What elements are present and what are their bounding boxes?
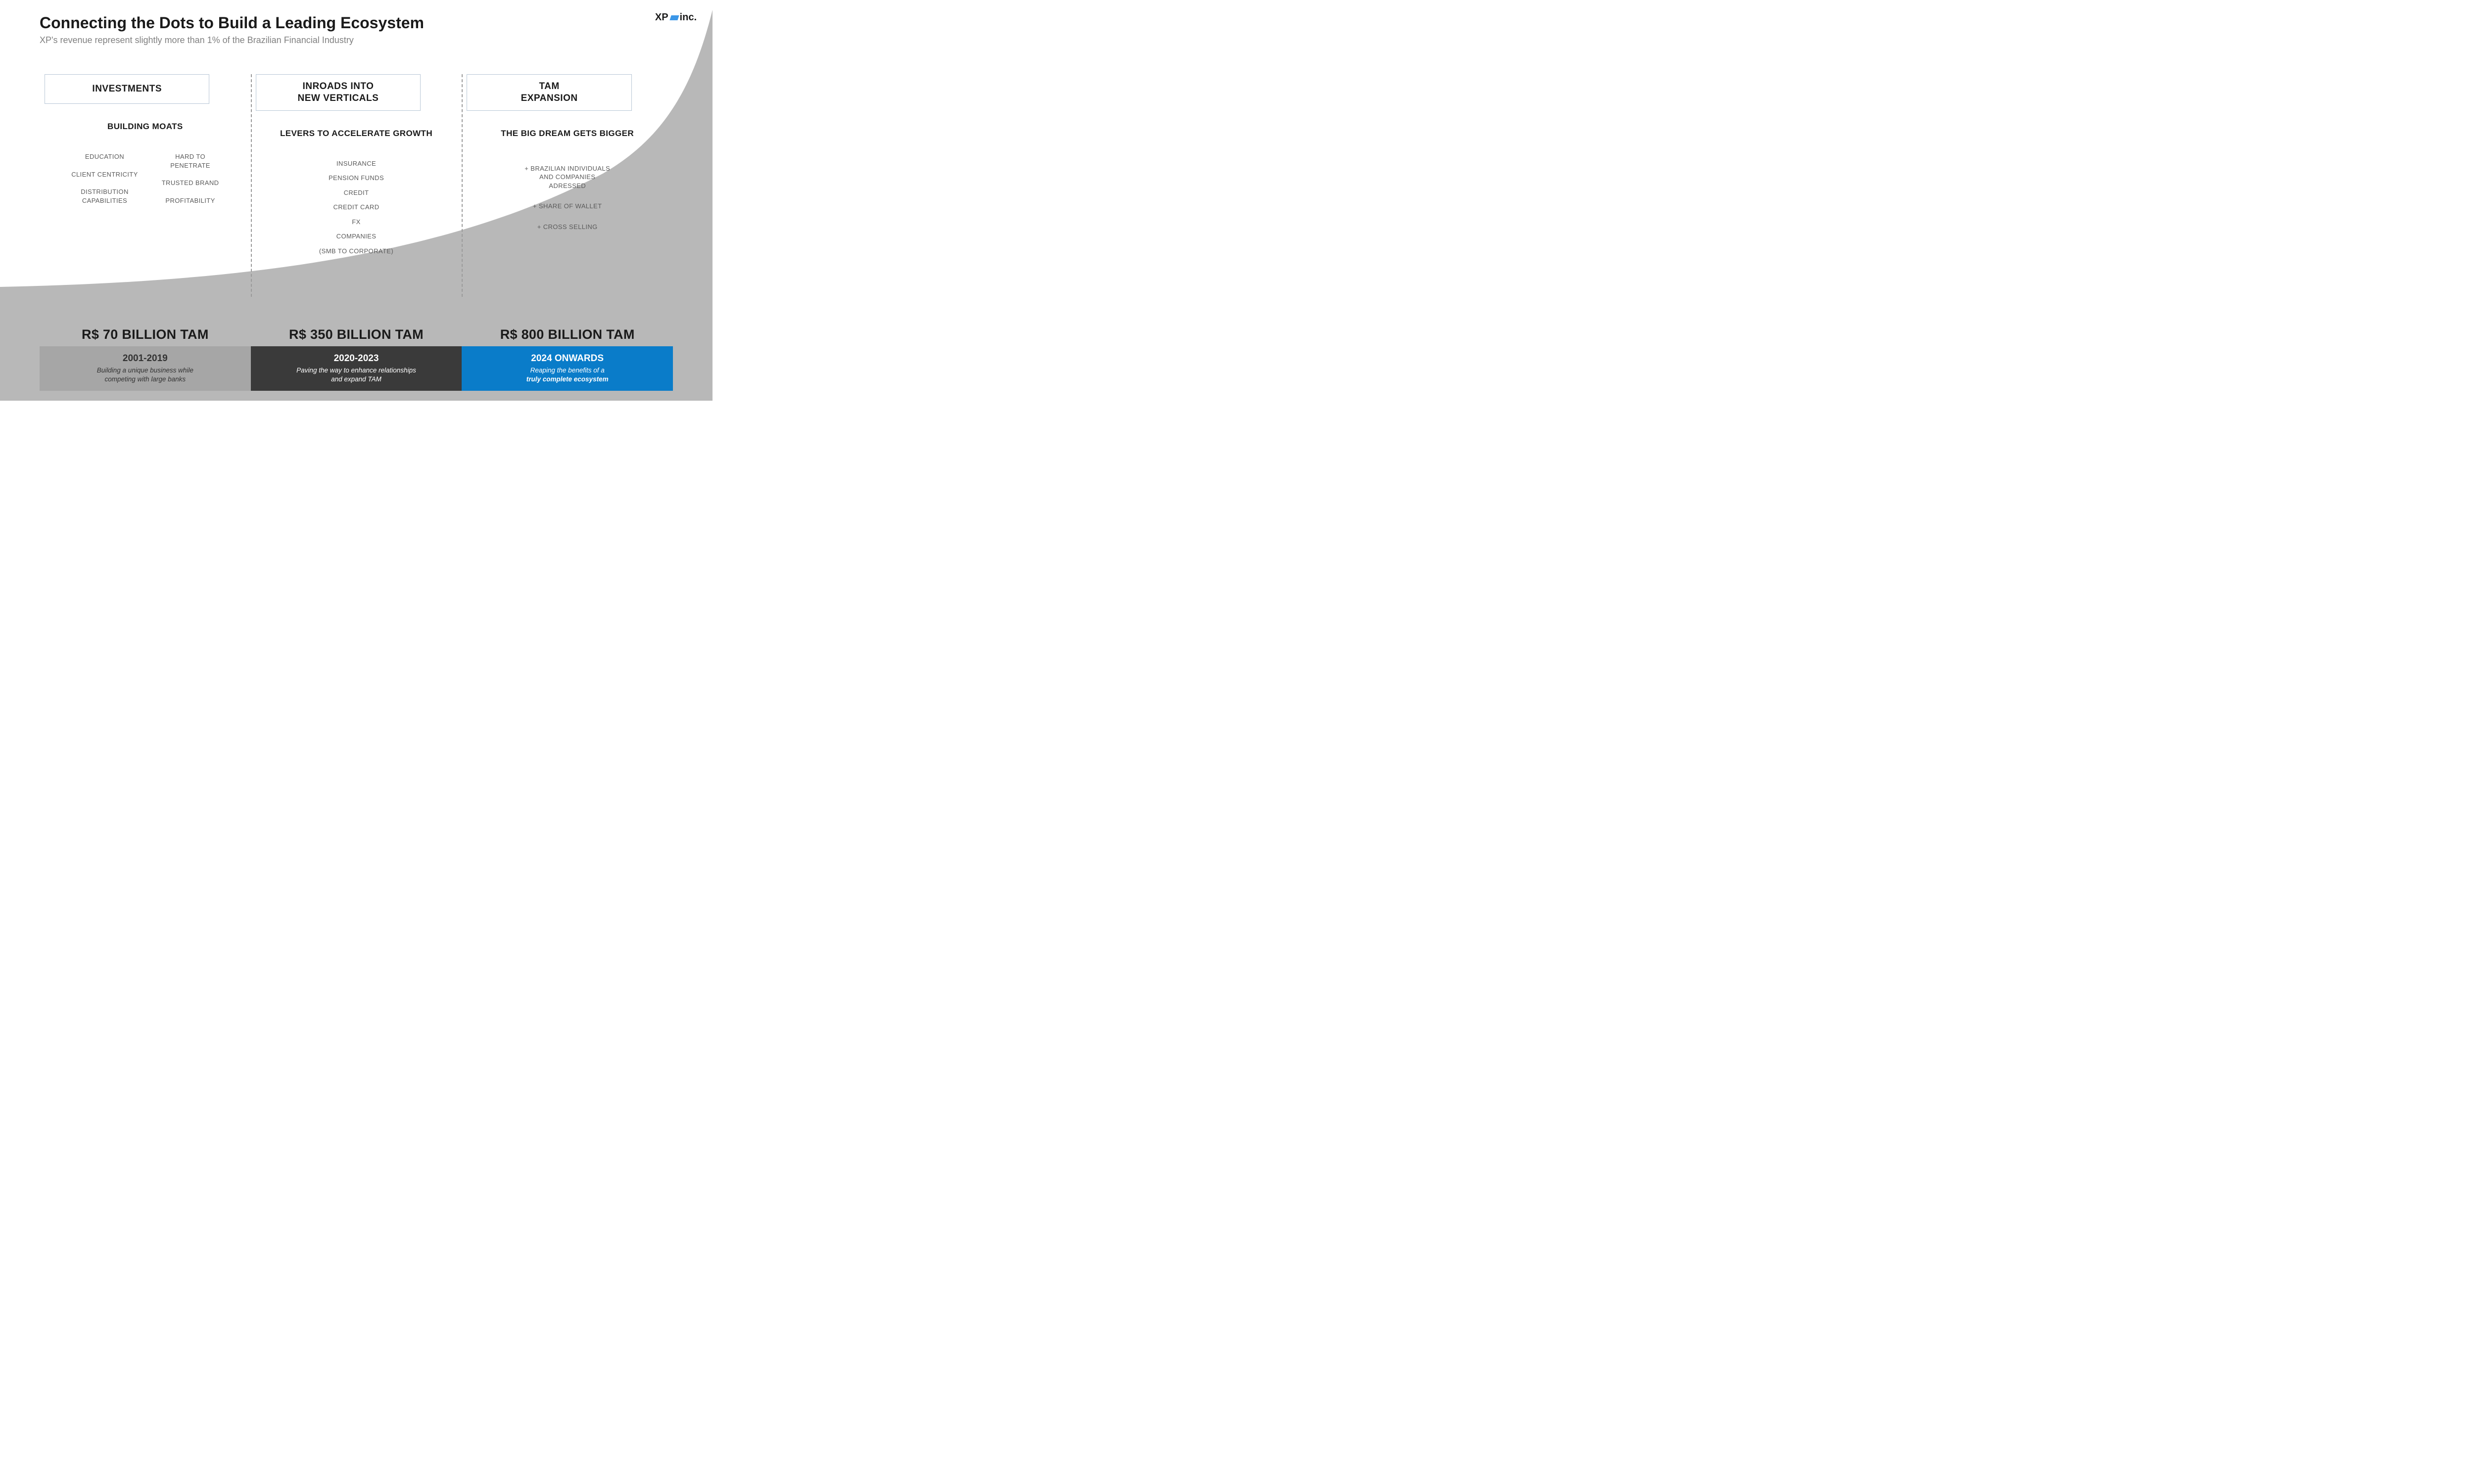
columns-row: INVESTMENTS BUILDING MOATS EDUCATION CLI… [40, 74, 673, 287]
column-subheading: THE BIG DREAM GETS BIGGER [467, 129, 668, 139]
slide-subtitle: XP's revenue represent slightly more tha… [40, 35, 673, 46]
column-items-left: EDUCATION CLIENT CENTRICITY DISTRIBUTION… [71, 152, 138, 205]
footer-desc: Paving the way to enhance relationships … [260, 366, 453, 384]
item: COMPANIES [319, 232, 393, 241]
company-logo: XP inc. [655, 12, 697, 23]
logo-text-right: inc. [680, 12, 697, 23]
footer-cell-1: 2001-2019 Building a unique business whi… [40, 346, 251, 391]
item: PROFITABILITY [162, 196, 219, 205]
logo-accent [669, 15, 679, 20]
item: PENSION FUNDS [319, 174, 393, 183]
column-items-right: HARD TO PENETRATE TRUSTED BRAND PROFITAB… [162, 152, 219, 205]
item: CREDIT [319, 188, 393, 197]
column-heading: INROADS INTO NEW VERTICALS [298, 81, 379, 104]
slide-header: Connecting the Dots to Build a Leading E… [40, 14, 673, 46]
item: EDUCATION [71, 152, 138, 161]
item: (SMB TO CORPORATE) [319, 247, 393, 256]
footer-period: 2001-2019 [48, 353, 242, 364]
column-items-list: INSURANCE PENSION FUNDS CREDIT CREDIT CA… [319, 159, 393, 256]
footer-desc: Reaping the benefits of atruly complete … [471, 366, 664, 384]
item: CREDIT CARD [319, 203, 393, 212]
item: + BRAZILIAN INDIVIDUALS AND COMPANIES AD… [524, 164, 610, 190]
item: INSURANCE [319, 159, 393, 168]
logo-text-left: XP [655, 12, 668, 23]
item: CLIENT CENTRICITY [71, 170, 138, 179]
footer-cell-3: 2024 ONWARDS Reaping the benefits of atr… [462, 346, 673, 391]
tam-row: R$ 70 BILLION TAM R$ 350 BILLION TAM R$ … [40, 327, 673, 342]
footer-period: 2020-2023 [260, 353, 453, 364]
item: HARD TO PENETRATE [162, 152, 219, 170]
item: FX [319, 218, 393, 227]
item: + CROSS SELLING [524, 223, 610, 232]
column-new-verticals: INROADS INTO NEW VERTICALS LEVERS TO ACC… [251, 74, 462, 287]
column-tam-expansion: TAM EXPANSION THE BIG DREAM GETS BIGGER … [462, 74, 673, 287]
footer-period: 2024 ONWARDS [471, 353, 664, 364]
column-items: INSURANCE PENSION FUNDS CREDIT CREDIT CA… [256, 159, 457, 256]
footer-desc: Building a unique business while competi… [48, 366, 242, 384]
column-items: EDUCATION CLIENT CENTRICITY DISTRIBUTION… [45, 152, 246, 205]
column-items-list: + BRAZILIAN INDIVIDUALS AND COMPANIES AD… [524, 164, 610, 237]
column-subheading: LEVERS TO ACCELERATE GROWTH [256, 129, 457, 139]
slide-title: Connecting the Dots to Build a Leading E… [40, 14, 673, 32]
item: DISTRIBUTION CAPABILITIES [71, 187, 138, 205]
column-heading-box: INROADS INTO NEW VERTICALS [256, 74, 421, 111]
column-heading: TAM EXPANSION [521, 81, 578, 104]
tam-value: R$ 350 BILLION TAM [251, 327, 462, 342]
footer-cell-2: 2020-2023 Paving the way to enhance rela… [251, 346, 462, 391]
column-subheading: BUILDING MOATS [45, 122, 246, 132]
column-heading-box: INVESTMENTS [45, 74, 209, 104]
footer-row: 2001-2019 Building a unique business whi… [40, 346, 673, 391]
column-investments: INVESTMENTS BUILDING MOATS EDUCATION CLI… [40, 74, 251, 287]
item: + SHARE OF WALLET [524, 202, 610, 211]
column-items: + BRAZILIAN INDIVIDUALS AND COMPANIES AD… [467, 164, 668, 237]
column-heading: INVESTMENTS [92, 83, 162, 95]
tam-value: R$ 800 BILLION TAM [462, 327, 673, 342]
tam-value: R$ 70 BILLION TAM [40, 327, 251, 342]
item: TRUSTED BRAND [162, 179, 219, 187]
column-heading-box: TAM EXPANSION [467, 74, 631, 111]
